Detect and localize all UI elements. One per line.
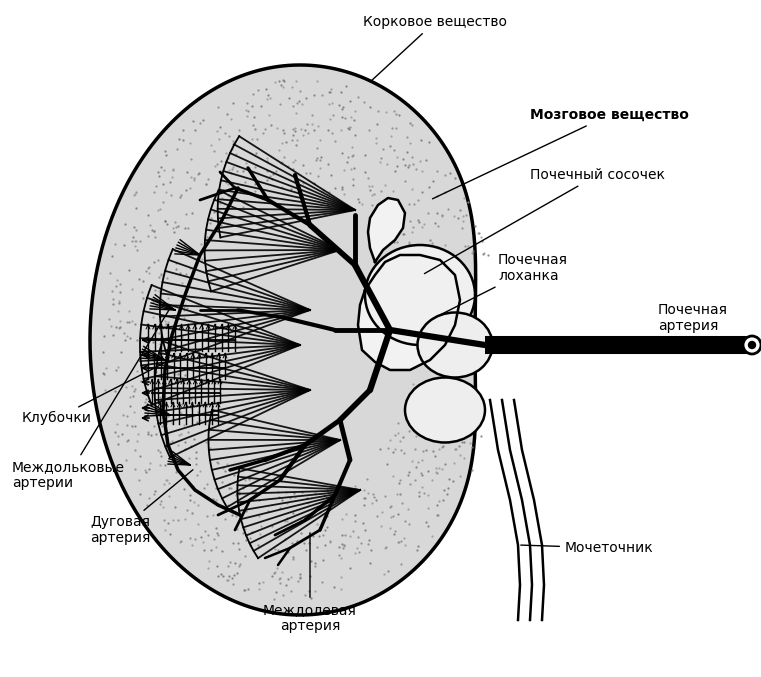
Circle shape [743, 336, 761, 354]
Ellipse shape [365, 245, 475, 345]
Text: Почечная
лоханка: Почечная лоханка [432, 253, 568, 319]
Ellipse shape [405, 378, 485, 443]
Text: Почечная
артерия: Почечная артерия [658, 303, 743, 344]
Text: Корковое вещество: Корковое вещество [363, 15, 507, 80]
Polygon shape [90, 65, 476, 615]
Text: Междольковые
артерии: Междольковые артерии [12, 307, 170, 490]
Ellipse shape [418, 313, 492, 378]
Text: Мозговое вещество: Мозговое вещество [432, 108, 689, 199]
Text: Мочеточник: Мочеточник [521, 541, 654, 555]
Text: Клубочки: Клубочки [22, 362, 167, 425]
Circle shape [749, 341, 756, 349]
Polygon shape [358, 255, 460, 370]
Text: Дуговая
артерия: Дуговая артерия [90, 470, 193, 545]
Text: Междолевая
артерия: Междолевая артерия [263, 533, 357, 633]
Polygon shape [368, 198, 405, 262]
Text: Почечный сосочек: Почечный сосочек [425, 168, 665, 274]
